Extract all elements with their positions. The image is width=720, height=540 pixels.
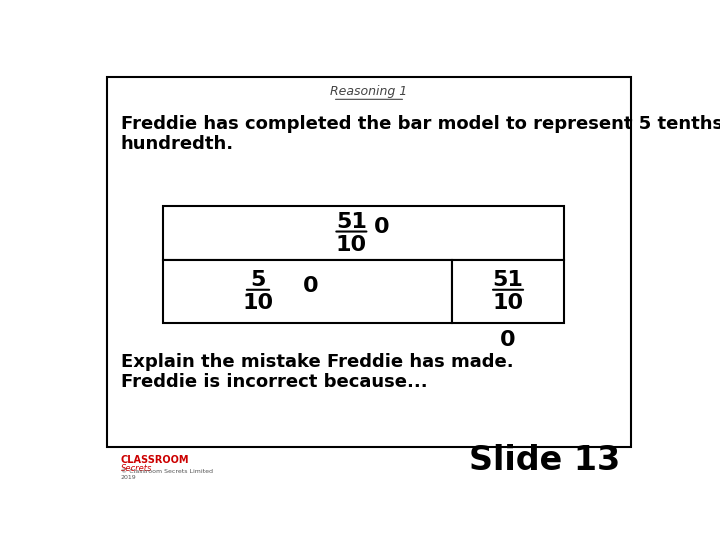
- Text: 0: 0: [500, 330, 516, 350]
- Text: Slide 13: Slide 13: [469, 444, 620, 477]
- Text: 10: 10: [492, 293, 523, 313]
- Text: Freddie has completed the bar model to represent 5 tenths and 1: Freddie has completed the bar model to r…: [121, 115, 720, 133]
- Text: hundredth.: hundredth.: [121, 135, 234, 153]
- Text: 51: 51: [492, 270, 523, 290]
- Bar: [163, 206, 564, 260]
- Text: 10: 10: [243, 293, 274, 313]
- Bar: [163, 260, 452, 322]
- Text: 0: 0: [374, 218, 390, 238]
- Text: 51: 51: [336, 212, 366, 232]
- Text: Freddie is incorrect because...: Freddie is incorrect because...: [121, 373, 427, 390]
- Text: 0: 0: [303, 276, 319, 296]
- Text: Secrets: Secrets: [121, 464, 152, 472]
- Text: 5: 5: [251, 270, 266, 290]
- Text: © Classroom Secrets Limited
2019: © Classroom Secrets Limited 2019: [121, 469, 212, 480]
- Text: Reasoning 1: Reasoning 1: [330, 85, 408, 98]
- Bar: [452, 260, 564, 322]
- Text: 10: 10: [336, 235, 367, 255]
- Bar: [107, 77, 631, 447]
- Text: Explain the mistake Freddie has made.: Explain the mistake Freddie has made.: [121, 353, 513, 371]
- Text: CLASSROOM: CLASSROOM: [121, 455, 189, 465]
